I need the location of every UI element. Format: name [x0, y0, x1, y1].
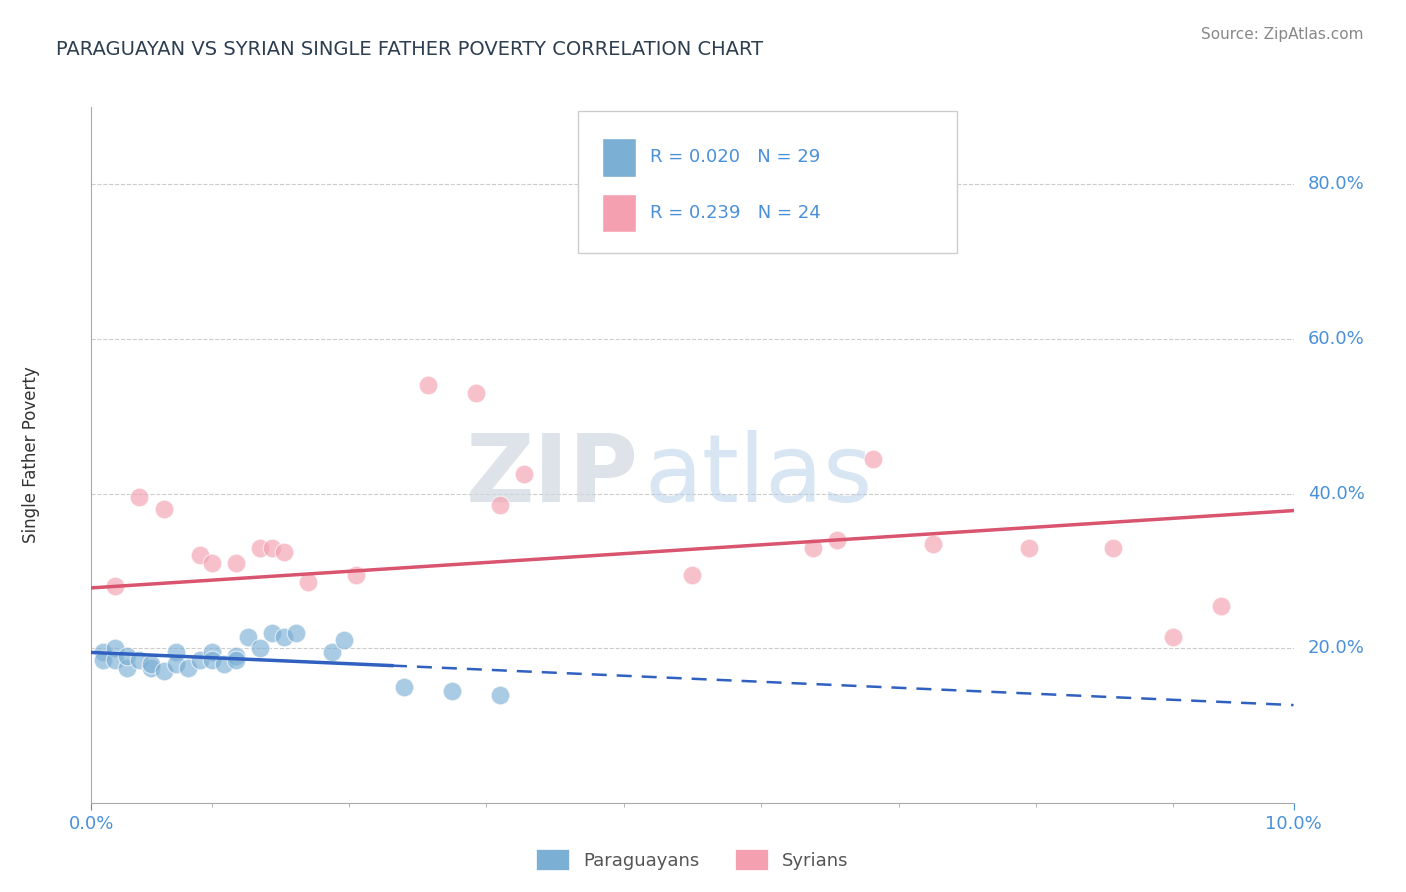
- Point: [201, 653, 224, 667]
- FancyBboxPatch shape: [602, 138, 636, 177]
- Point: [1211, 599, 1233, 613]
- Point: [922, 537, 945, 551]
- Point: [801, 541, 824, 555]
- Point: [201, 556, 224, 570]
- Text: atlas: atlas: [644, 430, 873, 522]
- Text: R = 0.020   N = 29: R = 0.020 N = 29: [651, 148, 821, 166]
- Point: [440, 683, 463, 698]
- Point: [201, 645, 224, 659]
- Point: [273, 544, 295, 558]
- Point: [104, 653, 127, 667]
- Point: [104, 579, 127, 593]
- Text: 80.0%: 80.0%: [1308, 176, 1365, 194]
- Point: [188, 549, 211, 563]
- Text: PARAGUAYAN VS SYRIAN SINGLE FATHER POVERTY CORRELATION CHART: PARAGUAYAN VS SYRIAN SINGLE FATHER POVER…: [56, 40, 763, 59]
- Point: [152, 665, 174, 679]
- Point: [1018, 541, 1040, 555]
- Text: ZIP: ZIP: [465, 430, 638, 522]
- Point: [93, 645, 115, 659]
- Point: [1102, 541, 1125, 555]
- Point: [489, 688, 512, 702]
- Point: [152, 502, 174, 516]
- Point: [117, 660, 139, 674]
- Point: [141, 657, 163, 671]
- Point: [681, 567, 703, 582]
- Point: [93, 653, 115, 667]
- Point: [273, 630, 295, 644]
- Text: Single Father Poverty: Single Father Poverty: [22, 367, 41, 543]
- Point: [165, 657, 187, 671]
- Point: [225, 556, 247, 570]
- Point: [344, 567, 367, 582]
- Point: [212, 657, 235, 671]
- Point: [249, 541, 271, 555]
- Point: [260, 541, 283, 555]
- Point: [321, 645, 343, 659]
- Point: [862, 451, 884, 466]
- Point: [489, 498, 512, 512]
- Point: [188, 653, 211, 667]
- FancyBboxPatch shape: [602, 194, 636, 232]
- Point: [165, 645, 187, 659]
- Point: [176, 660, 198, 674]
- Point: [465, 386, 488, 401]
- Point: [128, 653, 150, 667]
- Text: Source: ZipAtlas.com: Source: ZipAtlas.com: [1201, 27, 1364, 42]
- Point: [117, 648, 139, 663]
- Point: [128, 491, 150, 505]
- Point: [825, 533, 848, 547]
- Point: [333, 633, 356, 648]
- Point: [225, 653, 247, 667]
- Text: R = 0.239   N = 24: R = 0.239 N = 24: [651, 203, 821, 222]
- Text: 20.0%: 20.0%: [1308, 640, 1365, 657]
- Text: 40.0%: 40.0%: [1308, 484, 1365, 502]
- Point: [416, 378, 439, 392]
- Point: [392, 680, 415, 694]
- Point: [297, 575, 319, 590]
- Point: [249, 641, 271, 656]
- Point: [284, 625, 307, 640]
- Point: [1161, 630, 1184, 644]
- Text: 60.0%: 60.0%: [1308, 330, 1365, 348]
- FancyBboxPatch shape: [578, 111, 957, 253]
- Point: [513, 467, 536, 482]
- Point: [141, 660, 163, 674]
- Point: [104, 641, 127, 656]
- Point: [236, 630, 259, 644]
- Point: [225, 648, 247, 663]
- Legend: Paraguayans, Syrians: Paraguayans, Syrians: [529, 842, 856, 877]
- Point: [260, 625, 283, 640]
